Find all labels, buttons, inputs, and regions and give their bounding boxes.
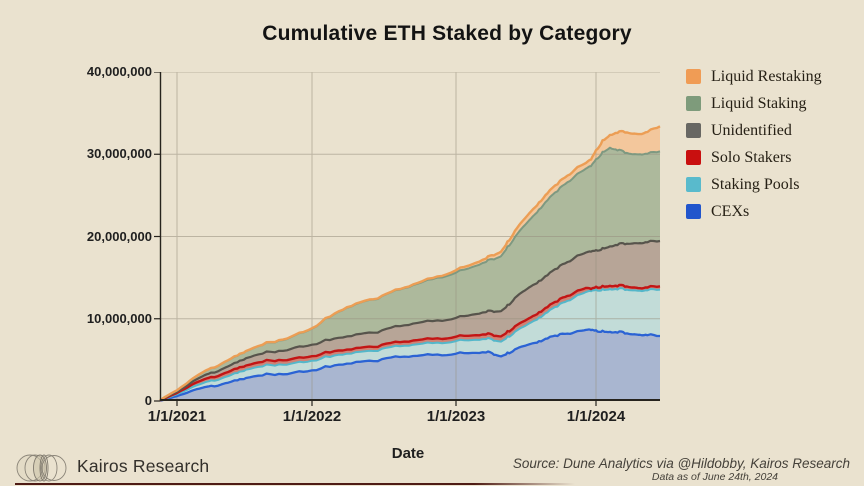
x-tick-label: 1/1/2021 [147,408,207,425]
kairos-logo-icon [13,451,71,486]
legend-label: CEXs [711,202,750,220]
x-tick-label: 1/1/2024 [566,408,626,425]
y-tick-label: 0 [144,393,152,408]
brand-name: Kairos Research [77,456,210,476]
bottom-rule-divider [15,483,575,485]
axes [154,72,660,406]
y-tick-label: 20,000,000 [86,228,152,244]
legend-item-liquid-staking: Liquid Staking [686,90,822,117]
legend-label: Unidentified [711,121,792,139]
legend-swatch-icon [686,150,701,165]
legend-swatch-icon [686,69,701,84]
chart-plot-area [154,72,661,406]
y-tick-label: 30,000,000 [86,146,152,162]
legend-item-cexs: CEXs [686,198,822,225]
legend-swatch-icon [686,123,701,138]
series-line-cexs [159,328,660,402]
legend-label: Liquid Staking [711,94,807,112]
series-line-unidentified [159,239,661,402]
legend-swatch-icon [686,177,701,192]
legend-label: Solo Stakers [711,148,792,166]
data-as-of-note: Data as of June 24th, 2024 [651,471,778,483]
legend-label: Staking Pools [711,175,800,193]
x-tick-label: 1/1/2022 [282,408,342,425]
y-tick-label: 10,000,000 [86,310,152,326]
series-line-staking_pools [159,287,661,402]
gridlines [160,72,660,401]
x-tick-label: 1/1/2023 [426,408,486,425]
chart-title: Cumulative ETH Staked by Category [262,22,632,45]
legend-item-liquid-restaking: Liquid Restaking [686,63,822,90]
legend-item-unidentified: Unidentified [686,117,822,144]
y-tick-label: 40,000,000 [86,64,152,79]
source-attribution: Source: Dune Analytics via @Hildobby, Ka… [512,456,850,471]
legend-item-staking-pools: Staking Pools [686,171,822,198]
area-band-solo_stakers [160,284,660,401]
legend-label: Liquid Restaking [711,67,822,85]
area-band-unidentified [160,240,660,401]
series-line-solo_stakers [159,283,661,402]
legend-item-solo-stakers: Solo Stakers [686,144,822,171]
chart-legend: Liquid Restaking Liquid Staking Unidentifi… [686,63,822,225]
legend-swatch-icon [686,204,701,219]
legend-swatch-icon [686,96,701,111]
series-line-liquid_restaking [159,125,661,402]
area-band-staking_pools [160,288,660,401]
area-band-cexs [160,329,660,401]
x-axis-title: Date [391,445,425,462]
area-band-liquid_staking [160,147,660,401]
